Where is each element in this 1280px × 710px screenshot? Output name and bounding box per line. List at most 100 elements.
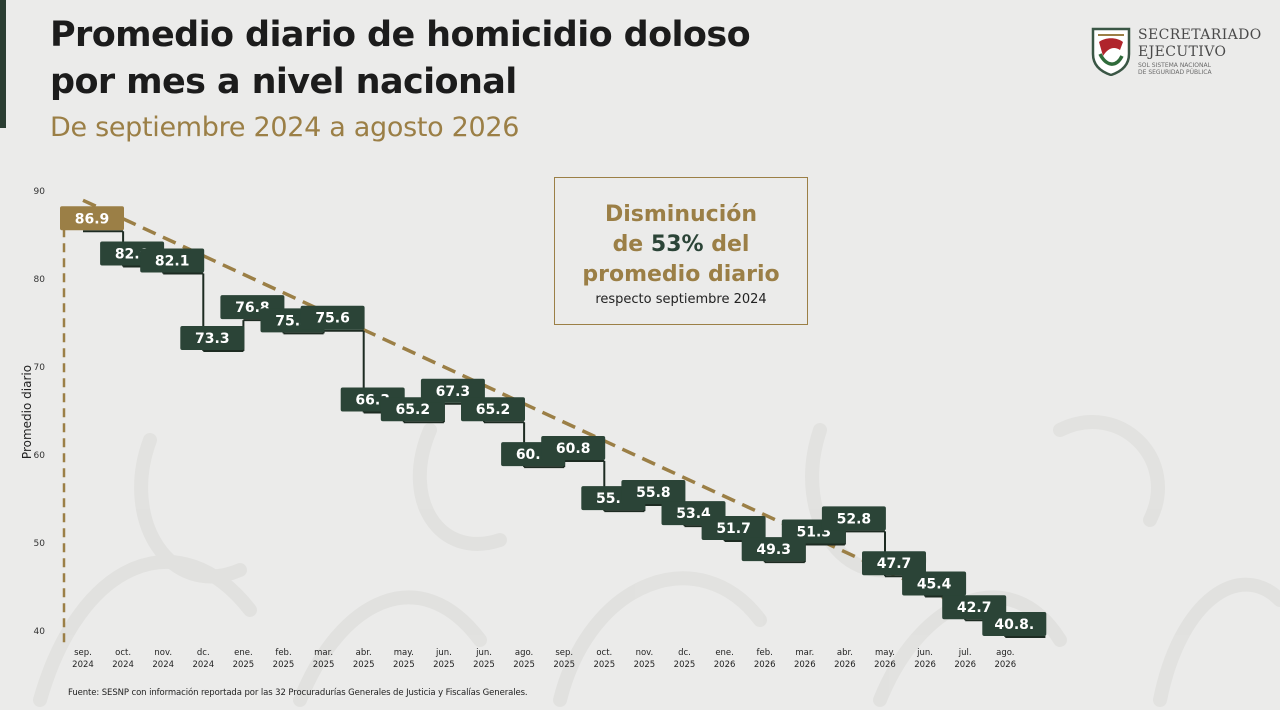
source-note: Fuente: SESNP con información reportada … — [68, 688, 528, 698]
value-label: 42.7 — [957, 600, 992, 616]
x-tick-year: 2026 — [714, 660, 736, 670]
x-tick-month: ene. — [715, 648, 734, 658]
left-accent-bar — [0, 0, 6, 128]
value-label-box — [60, 206, 124, 231]
x-tick-year: 2025 — [433, 660, 455, 670]
annotation-line-2: de 53% del — [555, 230, 807, 260]
value-label: 45.4 — [917, 576, 952, 592]
x-tick-month: abr. — [837, 648, 853, 658]
y-tick-label: 70 — [34, 363, 46, 373]
value-label-box — [821, 506, 886, 531]
y-tick-label: 40 — [34, 627, 46, 637]
value-label: 52.8 — [837, 511, 872, 527]
value-label-box — [180, 325, 245, 350]
x-tick-year: 2026 — [994, 660, 1016, 670]
value-label: 51.7 — [716, 521, 751, 537]
value-label: 73.3 — [195, 331, 230, 347]
x-tick-month: may. — [875, 648, 895, 658]
x-tick-year: 2025 — [233, 660, 255, 670]
value-label: 65.2 — [396, 402, 431, 418]
x-tick-year: 2026 — [914, 660, 936, 670]
x-tick-month: oct. — [115, 648, 131, 658]
trend-line — [82, 198, 1018, 633]
annotation-percentage: 53% — [650, 232, 704, 257]
x-tick-month: may. — [394, 648, 414, 658]
x-tick-year: 2026 — [794, 660, 816, 670]
title-line-2: por mes a nivel nacional — [50, 62, 517, 102]
value-label-box — [461, 397, 525, 422]
x-tick-month: nov. — [154, 648, 172, 658]
x-tick-month: oct. — [596, 648, 612, 658]
value-label: 55.8 — [636, 485, 671, 501]
y-tick-label: 90 — [34, 187, 46, 197]
x-tick-year: 2026 — [874, 660, 896, 670]
x-tick-month: jun. — [916, 648, 933, 658]
annotation-line-2-prefix: de — [612, 232, 651, 257]
page-subtitle: De septiembre 2024 a agosto 2026 — [50, 112, 520, 143]
x-tick-year: 2026 — [754, 660, 776, 670]
value-label-box — [300, 305, 365, 330]
value-label: 65.2 — [476, 402, 511, 418]
x-tick-year: 2025 — [313, 660, 335, 670]
logo-line-2: EJECUTIVO — [1138, 44, 1227, 60]
x-tick-month: mar. — [795, 648, 814, 658]
value-label: 47.7 — [877, 556, 912, 572]
x-tick-year: 2026 — [954, 660, 976, 670]
x-tick-month: jul. — [958, 648, 972, 658]
y-tick-label: 60 — [34, 451, 46, 461]
x-tick-year: 2024 — [72, 660, 94, 670]
value-label-box — [380, 397, 445, 422]
value-label: 75.6 — [315, 311, 350, 327]
x-tick-month: sep. — [555, 648, 573, 658]
annotation-line-1: Disminución — [604, 202, 758, 227]
x-tick-month: ago. — [515, 648, 533, 658]
value-label: 49.3 — [756, 542, 791, 558]
value-label: 82.1 — [155, 254, 190, 270]
x-tick-month: ene. — [234, 648, 253, 658]
shield-seal-icon — [1091, 27, 1131, 76]
value-label: 60.8 — [556, 441, 591, 457]
x-tick-year: 2024 — [112, 660, 134, 670]
x-tick-month: abr. — [356, 648, 372, 658]
value-label: 40.8. — [994, 617, 1034, 633]
x-tick-year: 2025 — [634, 660, 656, 670]
x-tick-year: 2024 — [192, 660, 214, 670]
x-tick-year: 2025 — [674, 660, 696, 670]
value-label: 67.3 — [436, 384, 471, 400]
value-label-box — [902, 571, 967, 596]
x-tick-year: 2025 — [393, 660, 415, 670]
x-tick-month: jun. — [475, 648, 492, 658]
x-tick-year: 2025 — [473, 660, 495, 670]
secretariado-logo: SECRETARIADO EJECUTIVO SOL SISTEMA NACIO… — [1090, 26, 1272, 80]
decrease-annotation-box: Disminución de 53% del promedio diario r… — [554, 177, 808, 325]
title-line-1: Promedio diario de homicidio doloso — [50, 15, 751, 55]
x-tick-year: 2025 — [593, 660, 615, 670]
x-tick-month: mar. — [314, 648, 333, 658]
x-tick-year: 2024 — [152, 660, 174, 670]
logo-line-3: SOL SISTEMA NACIONAL — [1138, 62, 1211, 69]
logo-line-1: SECRETARIADO — [1138, 27, 1262, 43]
logo-line-4: DE SEGURIDAD PÚBLICA — [1138, 69, 1212, 76]
value-label-box — [541, 435, 606, 460]
x-tick-month: jun. — [435, 648, 452, 658]
x-tick-year: 2025 — [273, 660, 295, 670]
annotation-line-3: promedio diario — [582, 262, 780, 287]
x-tick-year: 2025 — [553, 660, 575, 670]
value-label: 86.9 — [75, 211, 110, 227]
x-tick-month: sep. — [74, 648, 92, 658]
page-title: Promedio diario de homicidio doloso por … — [50, 12, 751, 106]
value-label-box — [621, 479, 686, 504]
background-ornament — [33, 415, 1280, 707]
y-tick-label: 80 — [34, 275, 46, 285]
x-tick-month: feb. — [275, 648, 291, 658]
annotation-line-4: respecto septiembre 2024 — [595, 292, 767, 307]
value-label-box — [420, 378, 485, 403]
y-tick-label: 50 — [34, 539, 46, 549]
x-tick-month: dc. — [678, 648, 691, 658]
value-label-box — [140, 248, 205, 273]
value-label-box — [982, 611, 1047, 636]
value-label-box — [862, 551, 926, 576]
x-tick-month: nov. — [636, 648, 654, 658]
x-tick-month: ago. — [996, 648, 1014, 658]
